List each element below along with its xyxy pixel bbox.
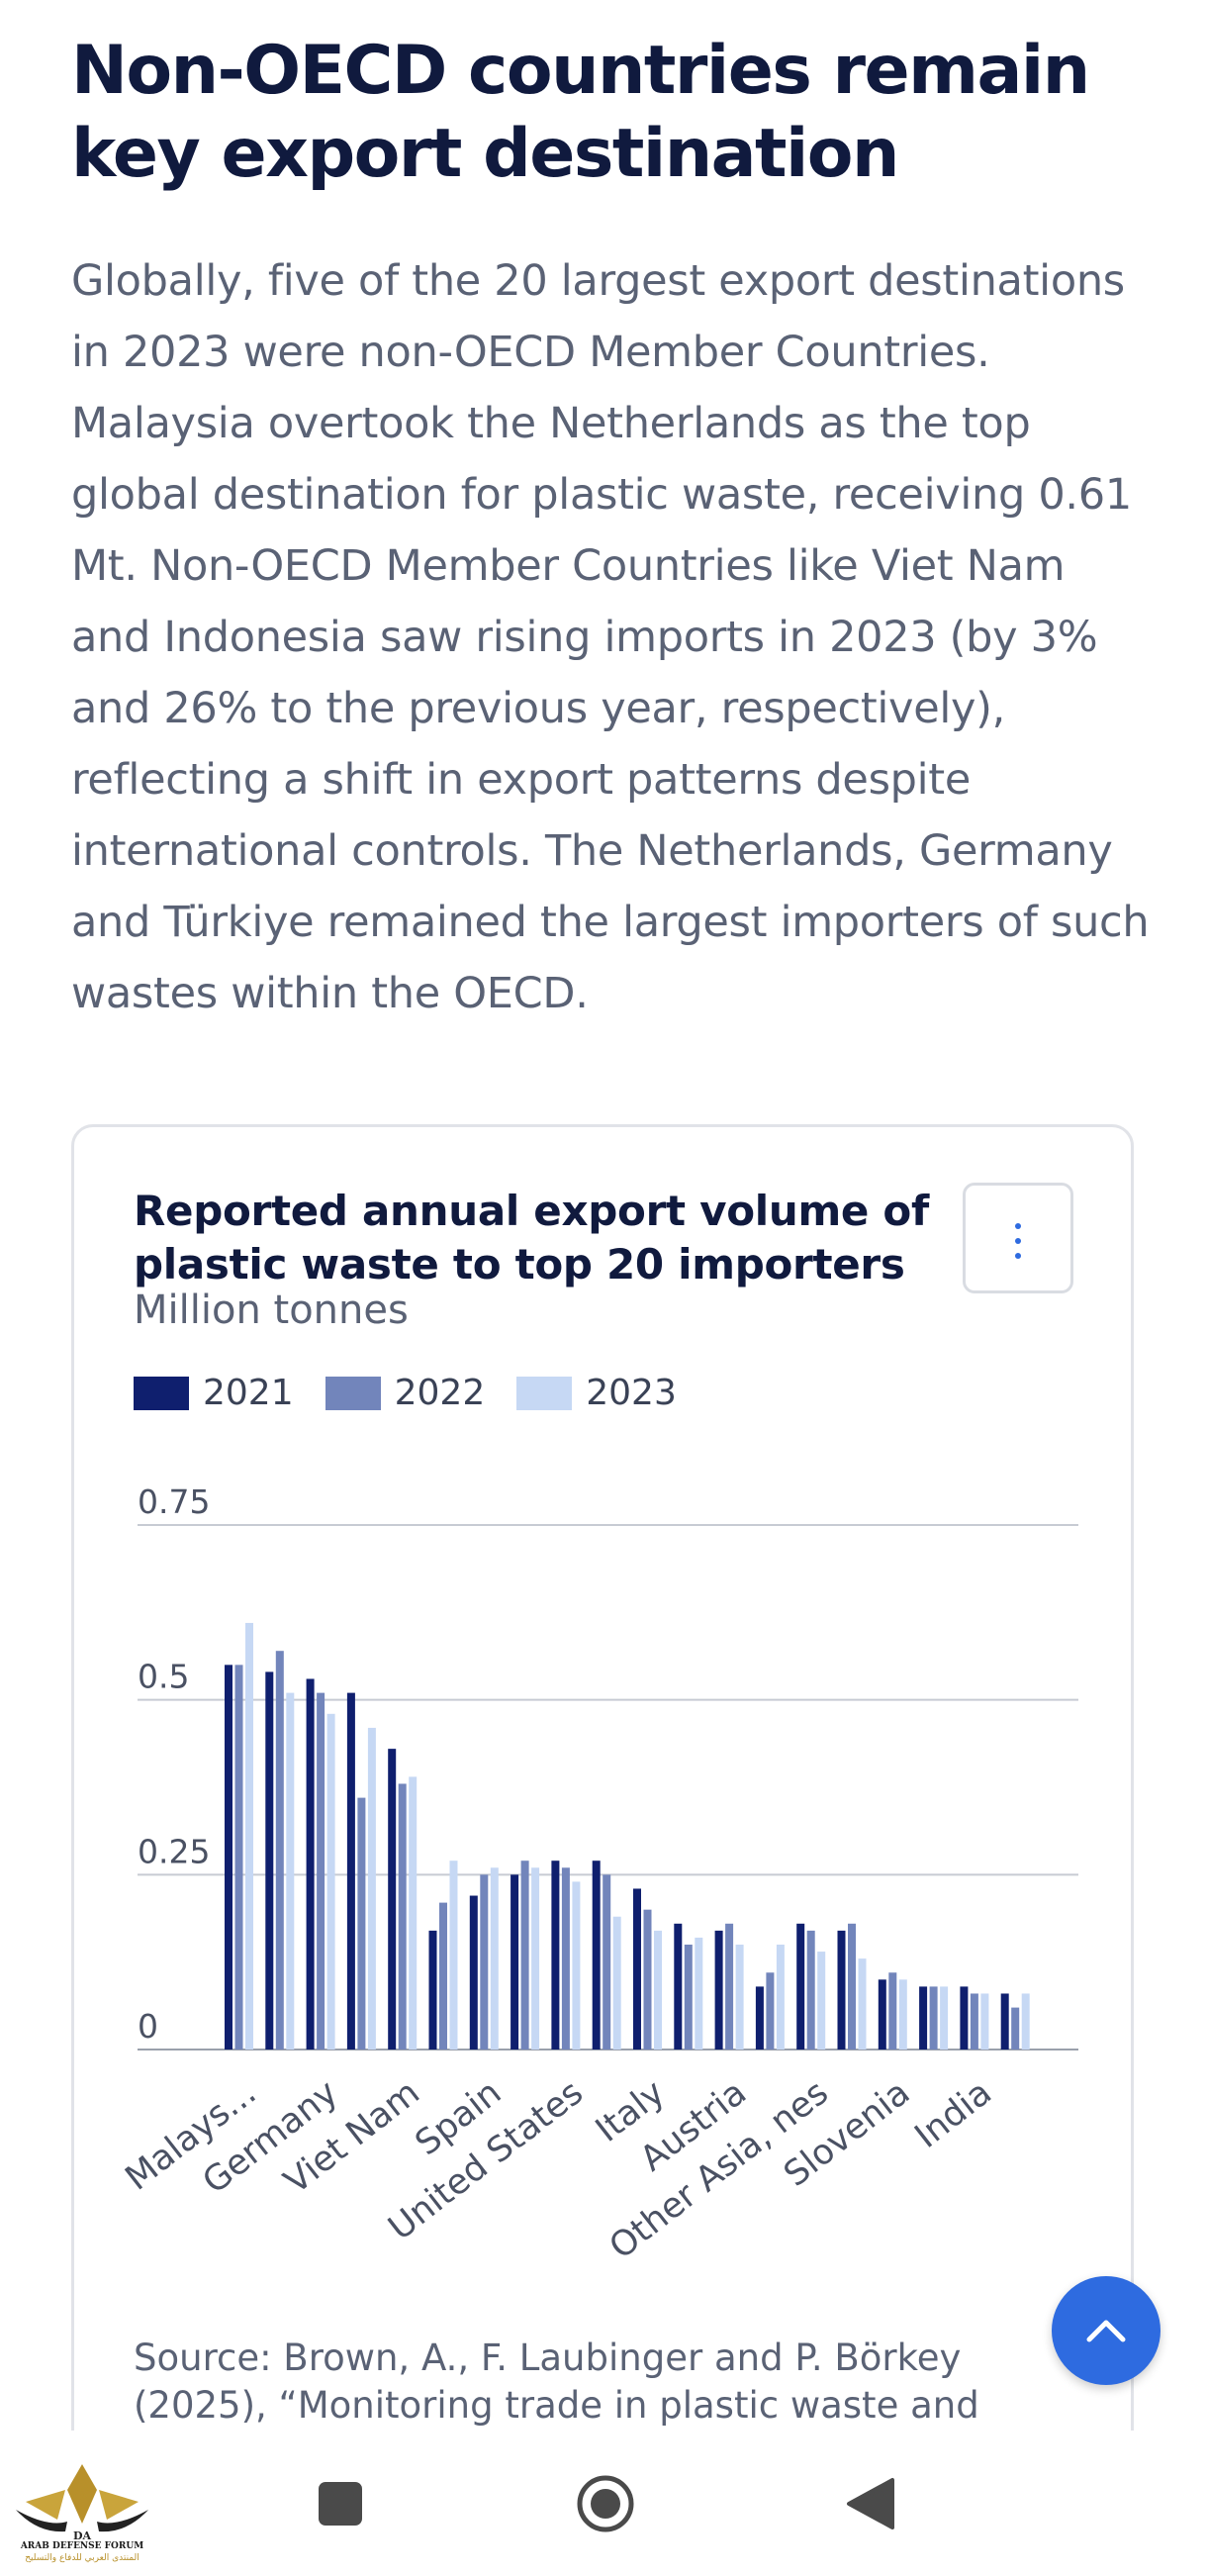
bar	[684, 1945, 693, 2050]
bar	[520, 1860, 529, 2050]
bar	[755, 1986, 764, 2050]
y-tick-label: 0.75	[138, 1482, 210, 1521]
bar	[806, 1930, 815, 2050]
bar	[367, 1727, 376, 2050]
bar	[572, 1881, 581, 2050]
bar	[286, 1692, 295, 2050]
bar	[480, 1874, 489, 2050]
logo-text: ARAB DEFENSE FORUM	[20, 2541, 144, 2551]
scroll-top-button[interactable]	[1052, 2276, 1161, 2385]
bar	[612, 1916, 621, 2050]
bar	[735, 1945, 744, 2050]
bar	[695, 1937, 703, 2050]
chevron-up-icon	[1086, 2320, 1126, 2342]
bar	[551, 1860, 560, 2050]
legend-item-2022[interactable]: 2022	[325, 1373, 486, 1413]
bar	[346, 1692, 355, 2050]
bar	[326, 1713, 335, 2050]
bar	[960, 1986, 969, 2050]
system-nav-bar	[0, 2431, 1207, 2572]
bar	[714, 1930, 723, 2050]
bar	[858, 1958, 867, 2050]
bar	[234, 1665, 243, 2050]
bar	[306, 1678, 315, 2050]
bar	[929, 1986, 938, 2050]
chart-title: Reported annual export volume of plastic…	[134, 1187, 929, 1288]
legend-item-2023[interactable]: 2023	[516, 1373, 677, 1413]
chart-legend: 2021 2022 2023	[134, 1373, 708, 1413]
chart-card: Reported annual export volume of plastic…	[71, 1124, 1134, 2510]
legend-label: 2022	[394, 1373, 486, 1413]
bar	[654, 1930, 662, 2050]
triangle-back-icon[interactable]	[847, 2478, 894, 2529]
bar	[776, 1945, 785, 2050]
bar	[940, 1986, 949, 2050]
bar	[980, 1993, 989, 2050]
bar	[643, 1909, 652, 2050]
bar	[490, 1867, 499, 2050]
bar	[531, 1867, 540, 2050]
bar	[919, 1986, 928, 2050]
bar	[878, 1979, 886, 2050]
bar	[970, 1993, 978, 2050]
bar	[837, 1930, 846, 2050]
chart-menu-button[interactable]	[963, 1183, 1073, 1293]
bar	[603, 1874, 611, 2050]
bar	[511, 1874, 519, 2050]
bar	[469, 1895, 478, 2050]
bar	[388, 1749, 397, 2050]
bar	[439, 1902, 447, 2050]
chart-subtitle: Million tonnes	[134, 1288, 409, 1333]
legend-label: 2021	[203, 1373, 294, 1413]
bar	[592, 1860, 601, 2050]
bar	[888, 1972, 897, 2050]
x-tick-label: India	[908, 2073, 999, 2156]
bar	[848, 1923, 856, 2050]
legend-swatch	[516, 1376, 573, 1410]
bar	[817, 1952, 826, 2050]
legend-swatch	[325, 1376, 381, 1410]
legend-label: 2023	[586, 1373, 677, 1413]
bar	[1000, 1993, 1009, 2050]
bar	[796, 1923, 805, 2050]
bar	[898, 1979, 907, 2050]
legend-item-2021[interactable]: 2021	[134, 1373, 294, 1413]
y-tick-label: 0.25	[138, 1832, 210, 1870]
bar	[428, 1930, 437, 2050]
bar	[317, 1692, 325, 2050]
page-title: Non-OECD countries remain key export des…	[71, 32, 1090, 193]
y-tick-label: 0	[138, 2007, 158, 2046]
bar	[1011, 2007, 1020, 2050]
forum-logo: DA ARAB DEFENSE FORUM المنتدى العربي للد…	[8, 2450, 156, 2567]
legend-swatch	[134, 1376, 189, 1410]
intro-paragraph: Globally, five of the 20 largest export …	[71, 256, 1150, 1018]
bar	[449, 1860, 458, 2050]
bar	[633, 1888, 641, 2050]
bar	[766, 1972, 775, 2050]
bar	[561, 1867, 570, 2050]
bar	[725, 1923, 734, 2050]
y-tick-label: 0.5	[138, 1658, 189, 1696]
bar	[674, 1923, 683, 2050]
svg-text:DA: DA	[73, 2529, 92, 2542]
bar	[357, 1797, 366, 2050]
bar	[265, 1671, 274, 2050]
logo-subtext: المنتدى العربي للدفاع والتسليح	[25, 2553, 139, 2563]
bar	[225, 1665, 232, 2050]
bar	[245, 1622, 253, 2050]
bar	[1021, 1993, 1030, 2050]
bar	[275, 1651, 284, 2050]
bar	[409, 1776, 418, 2050]
square-icon[interactable]	[319, 2482, 362, 2526]
bar	[398, 1783, 407, 2050]
circle-icon[interactable]	[577, 2475, 634, 2532]
